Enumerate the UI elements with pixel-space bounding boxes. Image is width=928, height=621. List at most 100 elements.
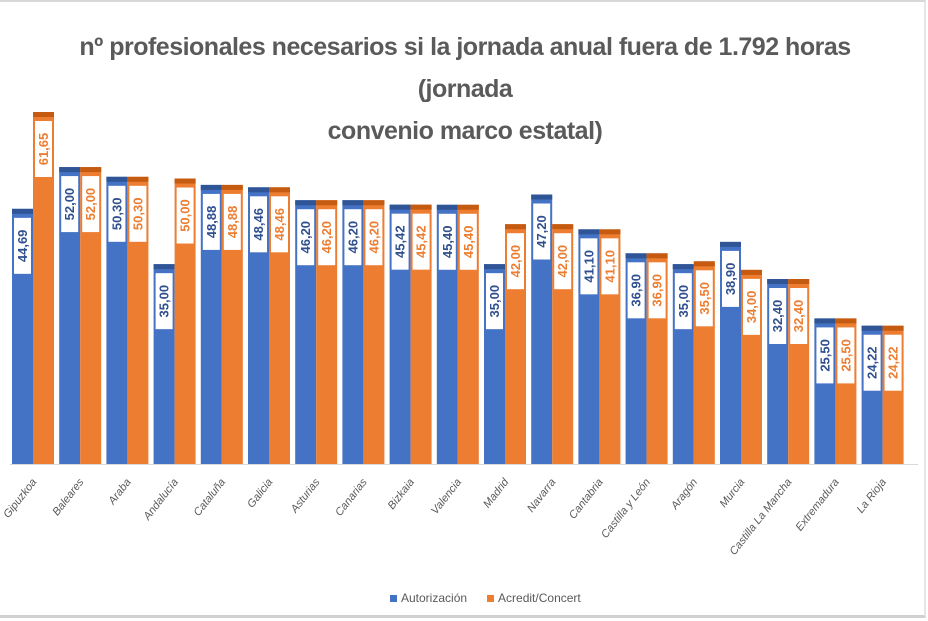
- legend-label-acredit-concert: Acredit/Concert: [498, 591, 581, 605]
- bar-cap-autorizacion-asturias: [295, 200, 317, 206]
- category-label-asturias: Asturias: [288, 476, 323, 516]
- bar-cap-acredit-concert-castilla-y-leon: [646, 253, 668, 259]
- bar-cap-acredit-concert-gipuzkoa: [33, 112, 54, 117]
- data-label-box-acredit-concert-cataluna: [223, 193, 241, 250]
- data-label-box-autorizacion-cantabria: [580, 238, 598, 295]
- bar-autorizacion-galicia: [248, 187, 269, 464]
- data-label-box-acredit-concert-araba: [129, 185, 147, 242]
- data-label-acredit-concert-murcia: 34,00: [744, 291, 759, 324]
- category-label-araba: Araba: [106, 476, 134, 507]
- category-label-cantabria: Cantabria: [567, 476, 606, 521]
- category-label-cataluna: Cataluña: [192, 476, 229, 518]
- category-label-navarra: Navarra: [525, 476, 559, 514]
- category-label-madrid: Madrid: [481, 476, 512, 511]
- data-label-box-autorizacion-castilla-y-leon: [627, 262, 645, 319]
- bar-cap-acredit-concert-aragon: [693, 261, 715, 267]
- data-label-autorizacion-asturias: 46,20: [298, 221, 313, 254]
- bar-autorizacion-asturias: [295, 200, 317, 464]
- data-label-autorizacion-castilla-y-leon: 36,90: [629, 274, 644, 307]
- data-label-acredit-concert-la-rioja: 24,22: [886, 346, 901, 379]
- bar-autorizacion-cataluna: [200, 184, 222, 465]
- bar-acredit-concert-araba: [127, 176, 149, 464]
- data-label-box-acredit-concert-baleares: [82, 176, 100, 233]
- data-label-autorizacion-la-rioja: 24,22: [865, 346, 880, 379]
- bar-cap-acredit-concert-cantabria: [599, 229, 621, 235]
- bar-autorizacion-baleares: [59, 167, 81, 464]
- data-label-box-acredit-concert-gipuzkoa: [35, 121, 52, 177]
- chart-title-line-1: nº profesionales necesarios si la jornad…: [79, 33, 851, 103]
- data-label-box-acredit-concert-canarias: [365, 209, 383, 266]
- data-label-box-acredit-concert-castilla-y-leon: [648, 262, 666, 319]
- data-label-box-acredit-concert-la-rioja: [884, 334, 902, 391]
- data-label-autorizacion-cataluna: 48,88: [204, 206, 219, 239]
- bar-cap-acredit-concert-cataluna: [221, 184, 243, 190]
- bar-autorizacion-araba: [106, 176, 128, 464]
- data-label-box-acredit-concert-aragon: [695, 270, 713, 327]
- bar-autorizacion-navarra: [531, 194, 553, 464]
- category-label-andalucia: Andalucía: [141, 476, 181, 523]
- data-label-box-acredit-concert-cantabria: [601, 238, 619, 295]
- data-label-box-autorizacion-araba: [108, 185, 126, 242]
- bar-cap-autorizacion-bizkaia: [389, 204, 411, 210]
- data-label-box-autorizacion-extremadura: [816, 327, 834, 384]
- data-label-box-acredit-concert-andalucia: [176, 187, 194, 244]
- bar-cap-acredit-concert-extremadura: [835, 318, 857, 324]
- data-label-acredit-concert-asturias: 46,20: [319, 221, 334, 254]
- data-label-acredit-concert-andalucia: 50,00: [178, 199, 193, 232]
- data-label-autorizacion-murcia: 38,90: [723, 263, 738, 296]
- bar-autorizacion-canarias: [342, 200, 364, 464]
- data-label-box-autorizacion-gipuzkoa: [14, 217, 31, 274]
- bar-cap-acredit-concert-murcia: [741, 269, 762, 275]
- data-label-acredit-concert-madrid: 42,00: [508, 245, 523, 278]
- bar-cap-acredit-concert-madrid: [505, 224, 526, 230]
- category-label-castilla-y-leon: Castilla y León: [599, 476, 653, 540]
- chart-title: nº profesionales necesarios si la jornad…: [60, 26, 870, 152]
- data-label-box-autorizacion-castilla-la-mancha: [769, 288, 787, 345]
- data-label-acredit-concert-cataluna: 48,88: [225, 206, 240, 239]
- data-label-box-acredit-concert-castilla-la-mancha: [790, 288, 808, 345]
- data-label-box-acredit-concert-asturias: [318, 209, 336, 266]
- data-label-acredit-concert-cantabria: 41,10: [602, 250, 617, 283]
- data-label-box-acredit-concert-galicia: [271, 196, 288, 253]
- bar-cap-autorizacion-valencia: [436, 204, 458, 210]
- data-label-acredit-concert-aragon: 35,50: [697, 282, 712, 315]
- bar-cap-autorizacion-murcia: [720, 241, 741, 247]
- category-label-galicia: Galicia: [245, 476, 275, 510]
- category-label-valencia: Valencia: [429, 476, 464, 516]
- chart-title-line-2: convenio marco estatal): [327, 117, 603, 145]
- bar-cap-autorizacion-cantabria: [578, 229, 600, 235]
- data-label-box-autorizacion-valencia: [438, 213, 456, 270]
- bar-cap-autorizacion-castilla-y-leon: [625, 253, 647, 259]
- bar-acredit-concert-asturias: [316, 200, 338, 464]
- data-label-box-acredit-concert-valencia: [459, 213, 477, 270]
- bar-cap-acredit-concert-bizkaia: [410, 204, 432, 210]
- data-label-autorizacion-bizkaia: 45,42: [393, 225, 408, 258]
- data-label-autorizacion-gipuzkoa: 44,69: [15, 230, 30, 263]
- data-label-box-autorizacion-aragon: [674, 273, 692, 330]
- data-label-box-autorizacion-murcia: [722, 250, 739, 307]
- bar-cap-acredit-concert-andalucia: [174, 178, 196, 184]
- data-label-acredit-concert-baleares: 52,00: [83, 188, 98, 221]
- bar-cap-autorizacion-baleares: [59, 167, 81, 173]
- category-label-gipuzkoa: Gipuzkoa: [1, 476, 39, 520]
- bar-cap-acredit-concert-castilla-la-mancha: [788, 279, 810, 285]
- bar-cap-acredit-concert-navarra: [552, 224, 574, 230]
- legend-swatch-acredit-concert: [487, 594, 495, 602]
- bar-cap-autorizacion-galicia: [248, 187, 269, 193]
- data-label-box-autorizacion-canarias: [344, 209, 362, 266]
- data-label-box-acredit-concert-madrid: [507, 233, 524, 290]
- bar-cap-acredit-concert-valencia: [457, 204, 479, 210]
- bar-cap-autorizacion-canarias: [342, 200, 364, 206]
- data-label-box-autorizacion-andalucia: [155, 273, 173, 330]
- data-label-box-autorizacion-bizkaia: [391, 213, 409, 270]
- data-label-box-autorizacion-navarra: [533, 203, 551, 260]
- bar-cap-autorizacion-araba: [106, 176, 128, 182]
- data-label-autorizacion-baleares: 52,00: [62, 188, 77, 221]
- legend: Autorización Acredit/Concert: [390, 591, 581, 605]
- bar-cap-acredit-concert-la-rioja: [882, 325, 904, 331]
- bar-cap-acredit-concert-baleares: [80, 167, 102, 173]
- bar-acredit-concert-galicia: [269, 187, 290, 464]
- data-label-box-acredit-concert-extremadura: [837, 327, 855, 384]
- bar-cap-acredit-concert-canarias: [363, 200, 385, 206]
